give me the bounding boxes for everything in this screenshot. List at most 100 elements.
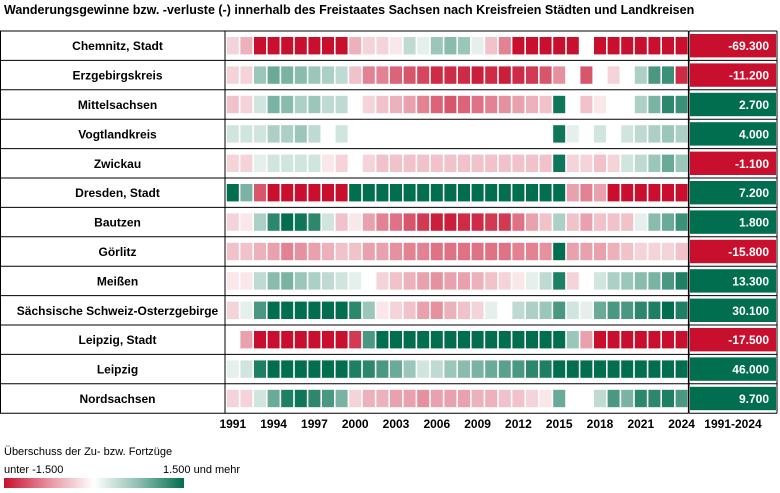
legend-title: Überschuss der Zu- bzw. Fortzüge: [4, 446, 173, 458]
row-label: Leipzig: [97, 363, 138, 377]
total-cell: [690, 239, 776, 264]
heatmap-cell: [390, 37, 402, 55]
total-label: -69.300: [728, 39, 769, 53]
total-label: -17.500: [728, 333, 769, 347]
heatmap-cell: [403, 242, 416, 261]
heatmap-cell: [498, 389, 511, 408]
heatmap-cell: [662, 154, 674, 172]
heatmap-cell: [254, 66, 266, 84]
heatmap-cell: [226, 154, 239, 172]
heatmap-cell: [308, 37, 321, 55]
heatmap-cell: [553, 389, 566, 408]
heatmap-cell: [240, 213, 253, 231]
heatmap-cell: [390, 331, 402, 349]
heatmap-cell: [335, 184, 348, 202]
heatmap-cell: [539, 66, 552, 84]
heatmap-cell: [485, 213, 498, 231]
heatmap-cell: [322, 213, 334, 231]
heatmap-cell: [308, 154, 321, 172]
total-cell: [690, 386, 776, 411]
heatmap-cell: [539, 360, 552, 378]
heatmap-cell: [362, 66, 375, 84]
heatmap-cell: [580, 125, 593, 143]
heatmap-cell: [675, 66, 688, 84]
heatmap-cell: [458, 154, 470, 172]
heatmap-cell: [471, 389, 484, 408]
x-tick-label: 2021: [627, 417, 654, 431]
heatmap-cell: [485, 154, 498, 172]
heatmap-cell: [526, 95, 538, 114]
heatmap-cell: [662, 389, 674, 408]
heatmap-cell: [594, 360, 606, 378]
heatmap-cell: [553, 125, 566, 143]
heatmap-cell: [430, 37, 443, 55]
heatmap-cell: [403, 331, 416, 349]
heatmap-cell: [403, 301, 416, 319]
heatmap-cell: [226, 66, 239, 84]
heatmap-cell: [226, 95, 239, 114]
heatmap-cell: [662, 242, 674, 261]
total-label: 30.100: [732, 304, 769, 318]
legend-min-label: unter -1.500: [4, 464, 64, 476]
x-tick-label: 2003: [383, 417, 410, 431]
heatmap-cell: [267, 154, 280, 172]
heatmap-cell: [580, 272, 593, 290]
heatmap-cell: [498, 331, 511, 349]
heatmap-cell: [471, 66, 484, 84]
heatmap-cell: [362, 301, 375, 319]
heatmap-cell: [349, 272, 362, 290]
heatmap-cell: [335, 125, 348, 143]
heatmap-cell: [471, 37, 484, 55]
heatmap-cell: [539, 301, 552, 319]
heatmap-cell: [594, 389, 606, 408]
heatmap-cell: [240, 37, 253, 55]
heatmap-cell: [566, 360, 579, 378]
heatmap-cell: [539, 272, 552, 290]
heatmap-cell: [349, 301, 362, 319]
heatmap-cell: [648, 242, 661, 261]
heatmap-cell: [594, 66, 606, 84]
heatmap-cell: [322, 331, 334, 349]
heatmap-cell: [240, 301, 253, 319]
heatmap-cell: [512, 301, 525, 319]
heatmap-cell: [226, 242, 239, 261]
heatmap-cell: [498, 272, 511, 290]
heatmap-cell: [648, 272, 661, 290]
heatmap-cell: [675, 272, 688, 290]
heatmap-cell: [403, 213, 416, 231]
heatmap-cell: [458, 242, 470, 261]
heatmap-cell: [675, 95, 688, 114]
heatmap-cell: [281, 272, 294, 290]
heatmap-cell: [471, 184, 484, 202]
heatmap-cell: [498, 66, 511, 84]
heatmap-cell: [498, 95, 511, 114]
total-cell: [690, 92, 776, 117]
row-label: Chemnitz, Stadt: [72, 39, 163, 53]
heatmap-cell: [485, 184, 498, 202]
heatmap-cell: [634, 66, 647, 84]
heatmap-cell: [390, 213, 402, 231]
heatmap-cell: [403, 66, 416, 84]
heatmap-cell: [254, 389, 266, 408]
heatmap-cell: [471, 301, 484, 319]
heatmap-cell: [621, 242, 634, 261]
heatmap-cell: [403, 184, 416, 202]
heatmap-cell: [621, 154, 634, 172]
heatmap-cell: [662, 95, 674, 114]
heatmap-cell: [444, 125, 457, 143]
heatmap-cell: [485, 389, 498, 408]
heatmap-cell: [444, 360, 457, 378]
total-cell: [690, 269, 776, 293]
heatmap-cell: [335, 213, 348, 231]
heatmap-cell: [362, 389, 375, 408]
heatmap-cell: [621, 272, 634, 290]
heatmap-cell: [539, 389, 552, 408]
heatmap-cell: [430, 213, 443, 231]
heatmap-cell: [362, 154, 375, 172]
heatmap-cell: [430, 331, 443, 349]
heatmap-cell: [254, 360, 266, 378]
heatmap-cell: [430, 360, 443, 378]
heatmap-cell: [526, 331, 538, 349]
chart-title: Wanderungsgewinne bzw. -verluste (-) inn…: [4, 3, 695, 17]
heatmap-cell: [512, 360, 525, 378]
